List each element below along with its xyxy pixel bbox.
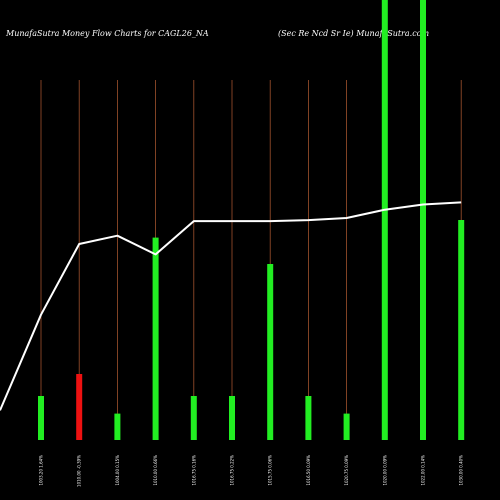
x-tick-label: 1004.00 0.15% — [115, 455, 120, 486]
volume-bar — [38, 396, 44, 440]
x-tick-label: 1016.75 0.22% — [230, 455, 235, 486]
volume-bar — [305, 396, 312, 440]
volume-bar — [229, 396, 235, 440]
x-tick-label: 1030.00 0.40% — [459, 455, 464, 486]
volume-bar — [114, 413, 121, 440]
x-tick-label: 1010.00 -0.39% — [77, 455, 82, 487]
x-tick-label: 1010.00 0.66% — [153, 455, 158, 486]
x-tick-label: 1022.00 0.14% — [421, 455, 426, 486]
chart-title: MunafaSutra Money Flow Charts for CAGL26… — [6, 29, 209, 38]
x-tick-label: 1015.75 0.06% — [268, 455, 273, 486]
volume-bar — [152, 237, 159, 440]
chart-subtitle: (Sec Re Ncd Sr Ie) MunafaSutra.com — [278, 29, 430, 38]
volume-bar — [381, 0, 388, 440]
price-line — [0, 201, 462, 411]
volume-bar — [190, 396, 197, 440]
x-tick-label: 1003.20 1.64% — [39, 455, 44, 486]
volume-bar — [76, 374, 83, 440]
x-tick-label: 1016.50 0.09% — [306, 455, 311, 486]
volume-bar — [420, 0, 426, 440]
volume-bar — [343, 413, 350, 440]
x-tick-label: 1016.75 0.16% — [191, 455, 196, 486]
x-tick-label: 1020.75 0.09% — [344, 455, 349, 486]
volume-bar — [458, 220, 465, 440]
x-tick-label: 1020.00 0.09% — [382, 455, 387, 486]
volume-bar — [267, 264, 274, 440]
